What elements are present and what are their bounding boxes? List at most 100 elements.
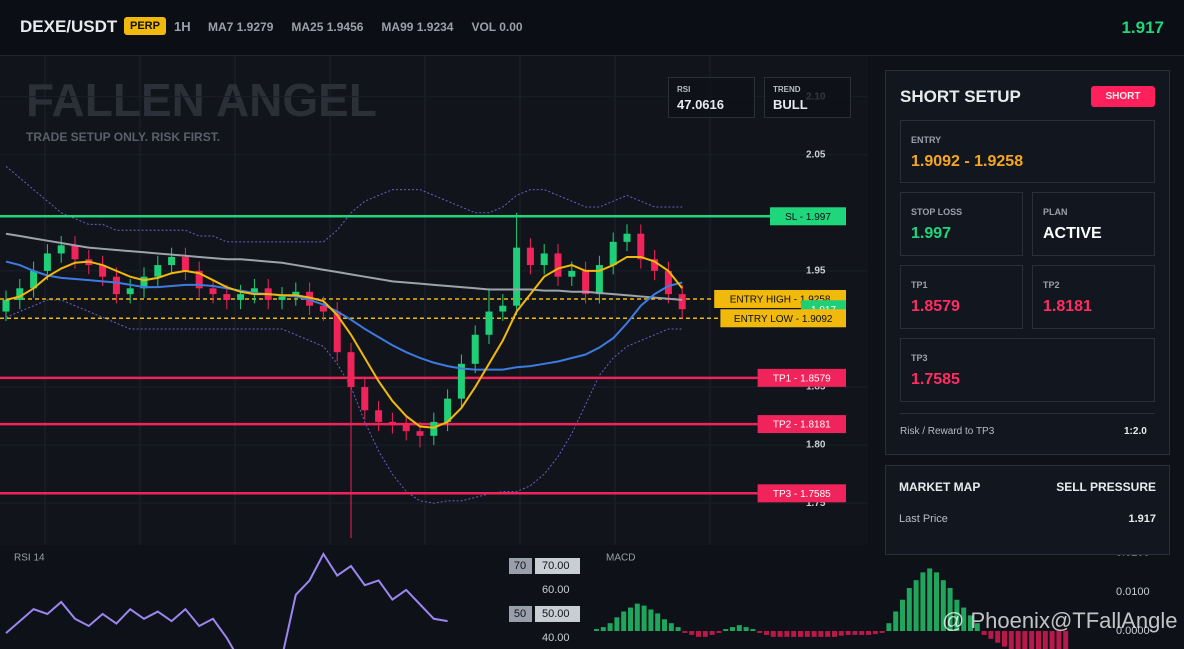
macd-bar — [600, 627, 606, 632]
tick-highlight — [535, 557, 580, 574]
macd-bar — [655, 613, 661, 632]
band-tag — [509, 605, 532, 622]
indicator: MA7 1.9279 — [208, 20, 274, 34]
card-label: TP3 — [911, 353, 928, 363]
interval: 1H — [174, 19, 191, 34]
macd-bar — [594, 629, 599, 632]
candle-body — [637, 233, 645, 260]
macd-bar — [628, 607, 633, 632]
macd-bar — [702, 631, 708, 637]
candle-body — [333, 311, 341, 353]
card-value: 1.8181 — [1043, 298, 1092, 315]
overlay-label: RSI — [677, 85, 691, 94]
macd-bar — [764, 631, 769, 635]
overlay-label: TREND — [773, 85, 801, 94]
candle-body — [568, 270, 576, 277]
macd-bar — [662, 619, 667, 632]
macd-bar — [743, 627, 749, 632]
rsi-panel — [0, 545, 586, 649]
macd-bar — [886, 623, 892, 632]
macd-bar — [736, 625, 742, 632]
rsi-line — [5, 552, 448, 649]
y-tick-label: 0.0100 — [1116, 586, 1150, 598]
candle-body — [499, 305, 507, 312]
level-label: TP2 - 1.8181 — [773, 420, 831, 431]
candle-body — [250, 288, 258, 295]
macd-bar — [832, 631, 837, 637]
macd-bar — [1063, 631, 1069, 649]
macd-bar — [961, 607, 967, 632]
level-tag — [720, 309, 846, 328]
row-value: 1.917 — [1128, 513, 1156, 525]
y-tick-label: 1.85 — [806, 382, 826, 393]
macd-bar — [1049, 631, 1055, 649]
macd-bar — [981, 631, 987, 635]
card-value: ACTIVE — [1043, 225, 1102, 242]
panel-title: SHORT SETUP — [900, 87, 1021, 106]
candle-body — [43, 253, 51, 271]
band-label: 70 — [514, 560, 526, 572]
candle-body — [664, 270, 672, 295]
macd-bar — [940, 580, 946, 632]
macd-bar — [1015, 631, 1021, 649]
rr-value: 1:2.0 — [1124, 426, 1147, 437]
card-value: 1.9092 - 1.9258 — [911, 153, 1024, 170]
macd-bar — [893, 611, 899, 632]
card-label: TP1 — [911, 280, 928, 290]
candle-body — [306, 291, 314, 306]
watermark-subtitle: TRADE SETUP ONLY. RISK FIRST. — [26, 130, 220, 144]
divider — [900, 413, 1155, 414]
macd-bar — [641, 605, 647, 632]
macd-bar — [696, 631, 701, 637]
macd-bar — [757, 631, 763, 633]
macd-bar — [675, 627, 681, 632]
macd-bar — [750, 629, 756, 632]
tick-highlight — [535, 605, 580, 622]
candle-body — [99, 265, 107, 277]
macd-bar — [934, 572, 939, 632]
level-tag — [757, 484, 846, 503]
overlay-box — [668, 77, 755, 118]
candle-body — [237, 294, 245, 300]
macd-bar — [872, 631, 878, 635]
watermark-title: FALLEN ANGEL — [26, 74, 377, 126]
candle-body — [554, 253, 562, 277]
candle-body — [595, 265, 603, 295]
level-tag — [757, 368, 846, 387]
macd-bar — [811, 631, 817, 637]
macd-bar — [974, 623, 980, 632]
y-tick-label: 1.75 — [806, 498, 826, 509]
macd-bar — [818, 631, 824, 637]
macd-bar — [866, 631, 871, 635]
macd-bar — [920, 572, 926, 632]
macd-title: MACD — [606, 553, 635, 564]
card-label: TP2 — [1043, 280, 1060, 290]
candle-body — [319, 305, 327, 312]
candle-body — [609, 241, 617, 266]
indicator: MA99 1.9234 — [381, 20, 454, 34]
overlay-value: BULL — [773, 97, 808, 112]
candle-body — [209, 288, 217, 295]
badge: PERP — [124, 17, 166, 35]
indicators: MA7 1.9279 MA25 1.9456 MA99 1.9234 VOL 0.00 — [208, 20, 541, 34]
card: STOP LOSS 1.997 — [900, 192, 1023, 256]
macd-bar — [668, 623, 674, 632]
macd-bar — [1022, 631, 1028, 649]
indicator: MA25 1.9456 — [291, 20, 364, 34]
candle-body — [582, 270, 590, 295]
card-value: 1.8579 — [911, 298, 960, 315]
macd-bar — [770, 631, 776, 637]
macd-bar — [988, 631, 994, 639]
y-tick-label: 2.05 — [806, 149, 826, 160]
bollinger-band — [5, 299, 683, 504]
candle-body — [195, 270, 203, 289]
candle-body — [112, 276, 120, 295]
candle-body — [513, 247, 521, 306]
macd-bar — [634, 603, 640, 632]
panel-badge: SHORT — [1091, 86, 1155, 107]
candle-body — [292, 291, 300, 297]
rr-label: Risk / Reward to TP3 — [900, 426, 995, 437]
macd-bar — [913, 580, 919, 632]
